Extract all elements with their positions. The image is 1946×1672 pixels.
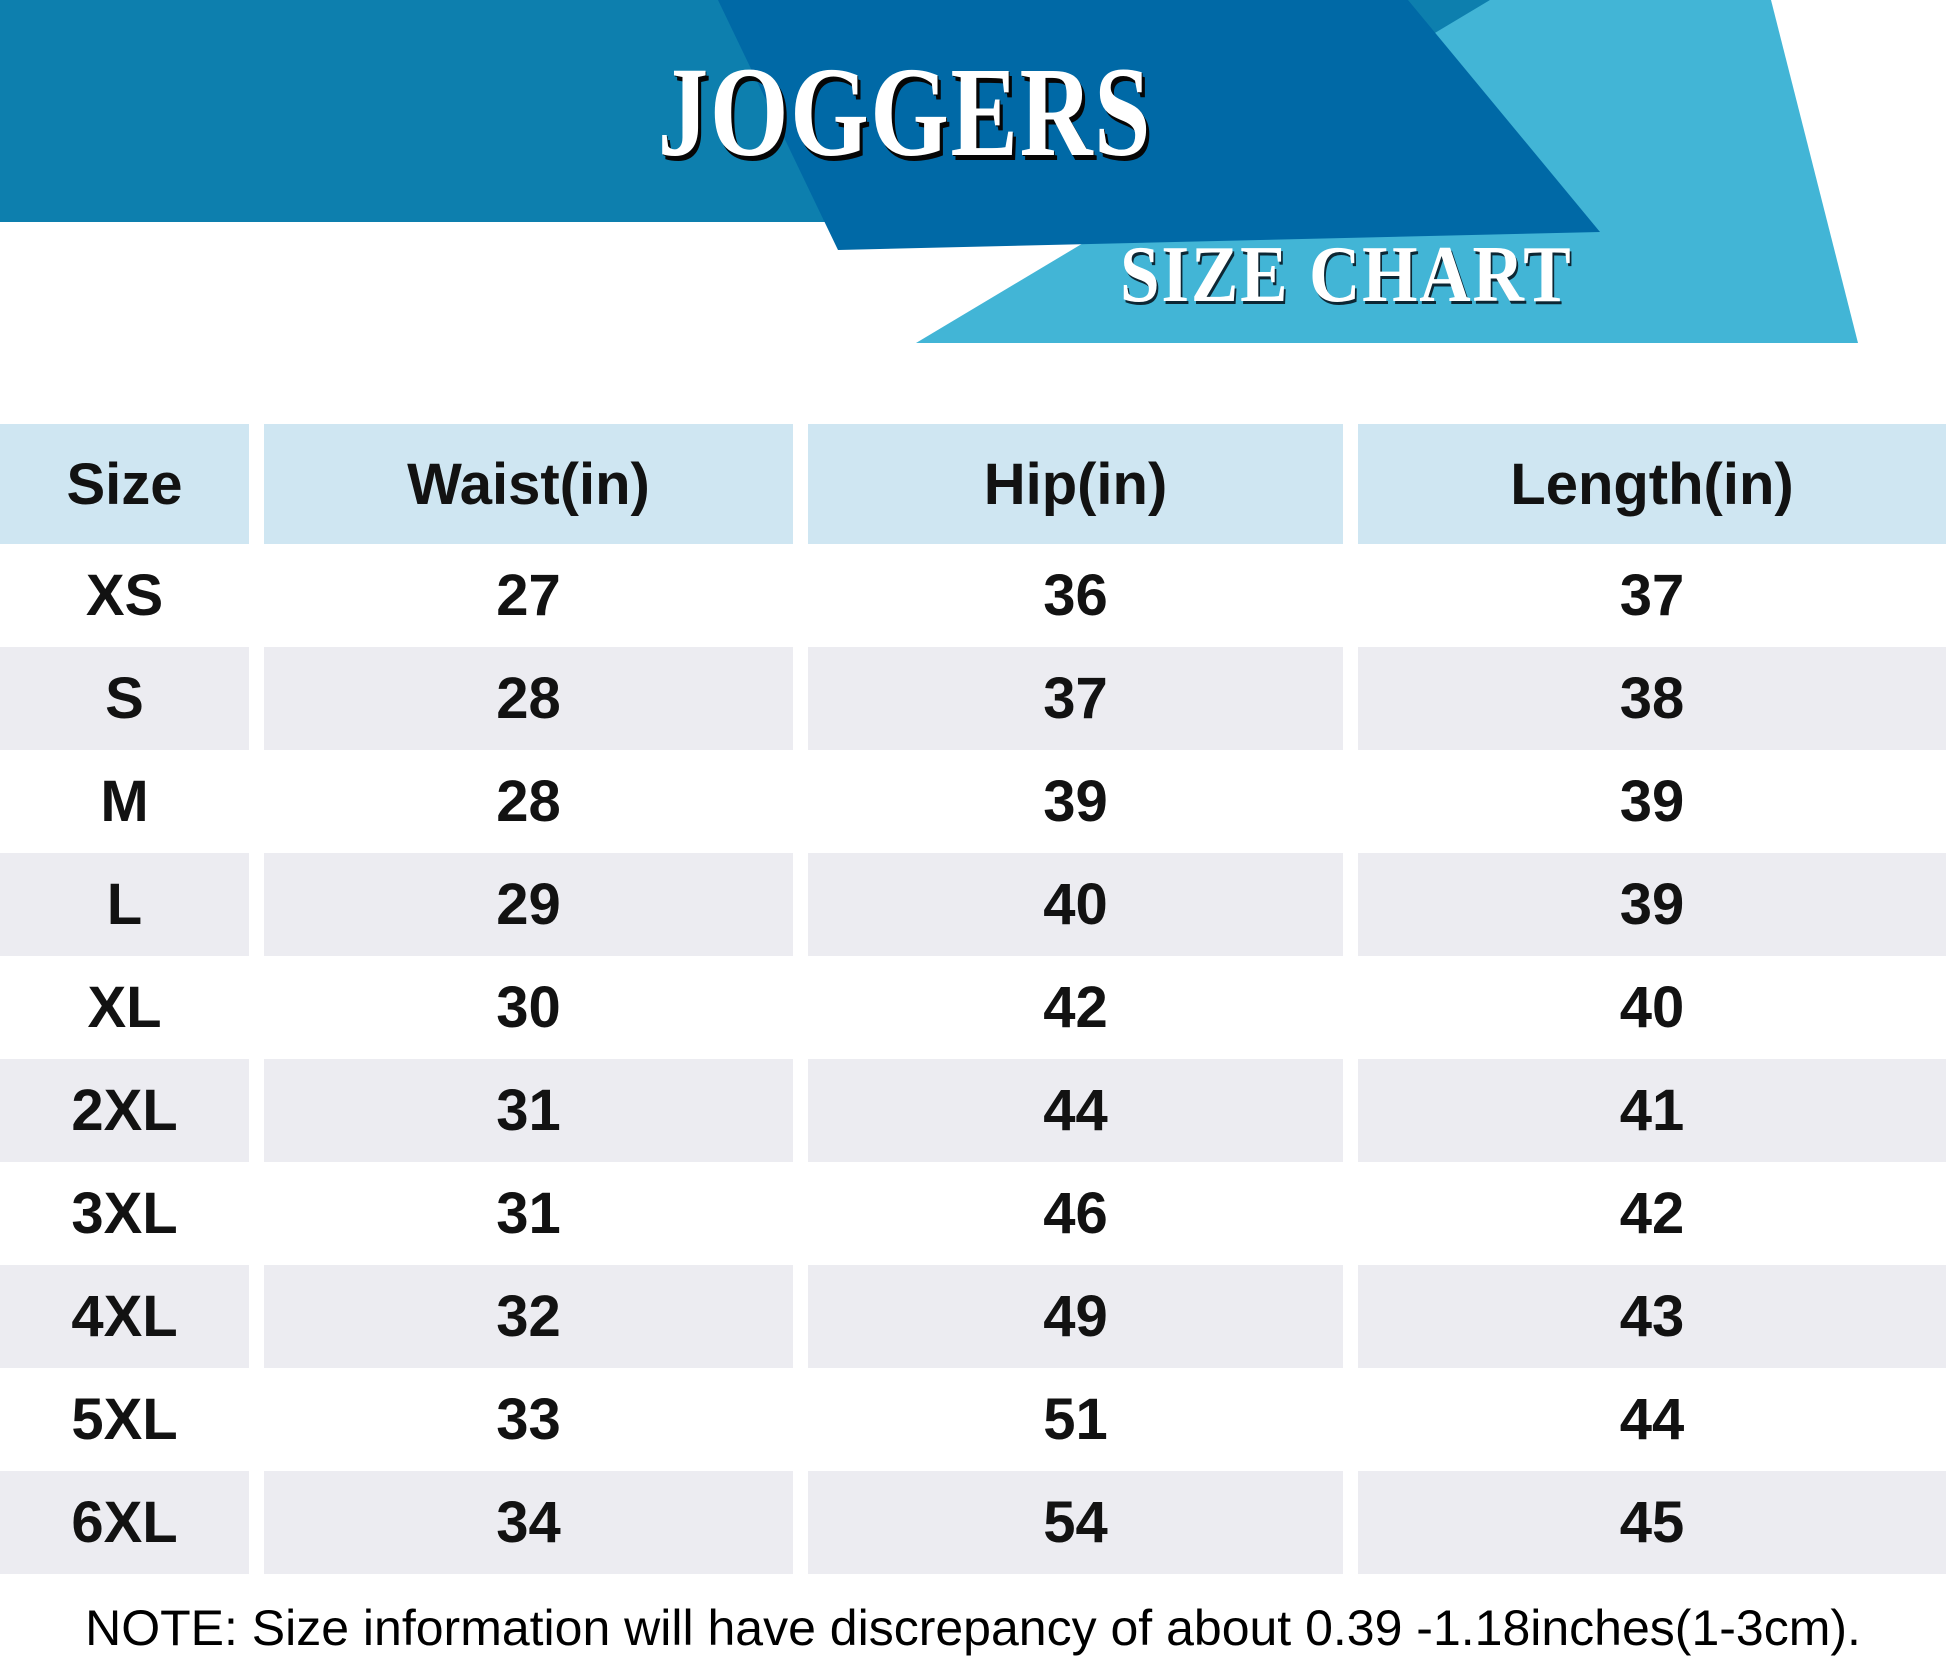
value-cell: 44 [808,1059,1343,1162]
size-label-cell: 4XL [0,1265,249,1368]
value-cell: 32 [264,1265,793,1368]
value-cell: 37 [808,647,1343,750]
value-cell: 31 [264,1059,793,1162]
value-cell: 54 [808,1471,1343,1574]
value-cell: 27 [264,544,793,647]
value-cell: 33 [264,1368,793,1471]
page-title: JOGGERS [0,48,1810,176]
value-cell: 39 [1358,750,1946,853]
size-label-cell: 5XL [0,1368,249,1471]
size-label-cell: L [0,853,249,956]
size-label-cell: XL [0,956,249,1059]
value-cell: 39 [808,750,1343,853]
value-cell: 40 [1358,956,1946,1059]
value-cell: 31 [264,1162,793,1265]
value-cell: 51 [808,1368,1343,1471]
page-subtitle: SIZE CHART [1046,235,1646,315]
value-cell: 44 [1358,1368,1946,1471]
value-cell: 28 [264,647,793,750]
value-cell: 49 [808,1265,1343,1368]
page-subtitle-text: SIZE CHART [1119,231,1573,319]
size-label-cell: 2XL [0,1059,249,1162]
value-cell: 28 [264,750,793,853]
value-cell: 38 [1358,647,1946,750]
size-label-cell: XS [0,544,249,647]
column-header-hipin: Hip(in) [808,424,1343,544]
size-label-cell: M [0,750,249,853]
page-title-text: JOGGERS [657,41,1153,183]
value-cell: 34 [264,1471,793,1574]
value-cell: 37 [1358,544,1946,647]
header-banner: JOGGERS SIZE CHART [0,0,1946,345]
value-cell: 45 [1358,1471,1946,1574]
value-cell: 39 [1358,853,1946,956]
size-table: Size Waist(in) Hip(in) Length(in) XS 27 36 37 S 2… [0,424,1946,1574]
size-label-cell: 6XL [0,1471,249,1574]
value-cell: 46 [808,1162,1343,1265]
footnote: NOTE: Size information will have discrep… [85,1600,1861,1656]
column-header-size: Size [0,424,249,544]
value-cell: 41 [1358,1059,1946,1162]
value-cell: 29 [264,853,793,956]
value-cell: 30 [264,956,793,1059]
value-cell: 43 [1358,1265,1946,1368]
value-cell: 36 [808,544,1343,647]
size-label-cell: S [0,647,249,750]
value-cell: 42 [808,956,1343,1059]
value-cell: 42 [1358,1162,1946,1265]
value-cell: 40 [808,853,1343,956]
size-label-cell: 3XL [0,1162,249,1265]
column-header-lengthin: Length(in) [1358,424,1946,544]
column-header-waistin: Waist(in) [264,424,793,544]
